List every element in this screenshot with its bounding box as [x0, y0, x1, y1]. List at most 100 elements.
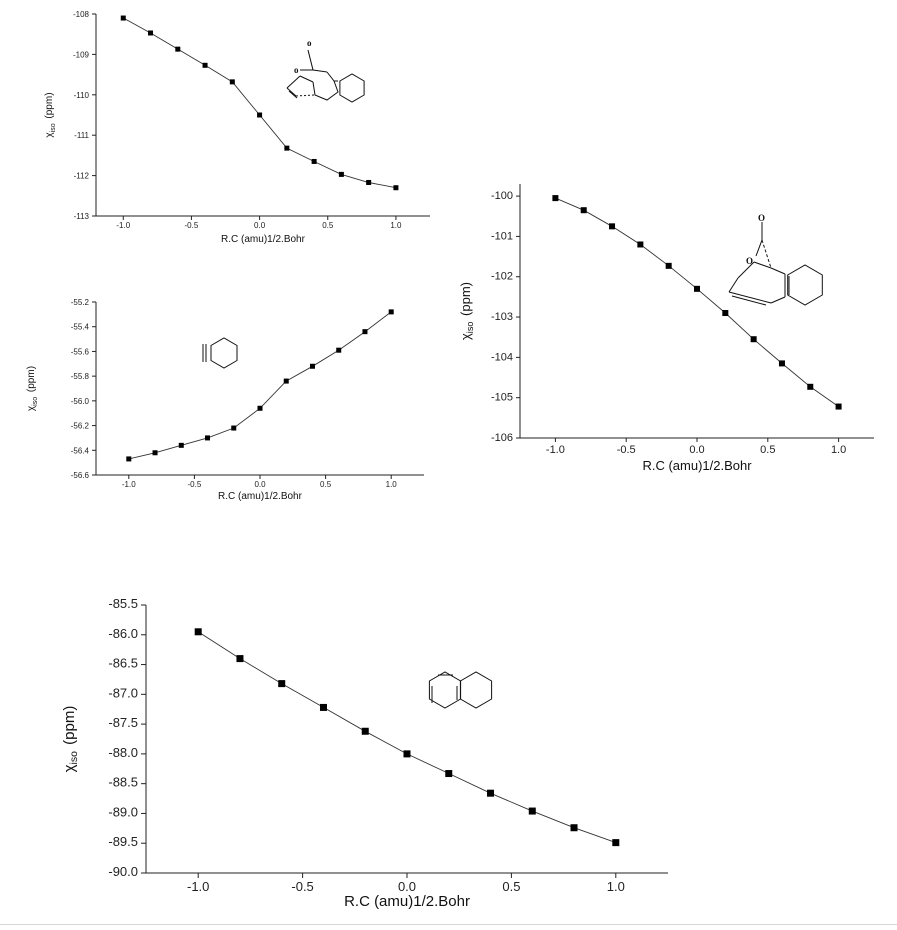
series-line	[123, 17, 396, 189]
y-axis-symbol: χ	[44, 132, 55, 138]
y-tick-label: -111	[74, 131, 89, 140]
y-tick-label: -104	[491, 351, 513, 363]
molecule-lactone-product: OO	[728, 213, 823, 306]
y-tick-label: -56.6	[71, 471, 90, 480]
y-tick-label: -90.0	[108, 864, 138, 879]
data-point	[175, 46, 181, 52]
data-point	[637, 241, 644, 248]
y-tick-label: -55.6	[71, 347, 90, 356]
x-tick-label: -1.0	[546, 444, 565, 456]
y-axis-title: χiso (ppm)	[44, 92, 57, 137]
y-axis-subscript: iso	[465, 322, 475, 334]
data-point	[835, 403, 842, 410]
x-tick-label: -1.0	[122, 480, 136, 489]
data-point	[778, 360, 785, 367]
y-axis-title: χiso (ppm)	[61, 706, 80, 773]
data-point	[309, 363, 315, 369]
y-tick-label: -103	[491, 311, 513, 323]
x-axis-title: R.C (amu)1/2.Bohr	[221, 234, 306, 245]
y-tick-label: -109	[73, 50, 90, 59]
data-point	[609, 223, 616, 230]
series-line	[555, 197, 839, 407]
data-point	[570, 824, 578, 832]
data-point	[366, 179, 372, 185]
y-tick-label: -87.5	[108, 715, 138, 730]
x-tick-label: 0.0	[254, 221, 266, 230]
y-tick-label: -56.0	[71, 397, 90, 406]
x-tick-label: 0.5	[502, 879, 520, 894]
chart-2: -1.0 -0.5 0.0 0.5 1.0 -56.6 -56.4 -56.2 -56.0 -55…	[26, 298, 424, 502]
x-tick-label: 0.5	[320, 480, 332, 489]
data-point	[580, 207, 587, 214]
data-point	[388, 309, 394, 315]
y-tick-label: -112	[74, 172, 90, 181]
y-tick-label: -102	[491, 271, 513, 283]
series-line	[128, 311, 392, 460]
data-point	[487, 789, 495, 797]
data-point	[665, 262, 672, 269]
x-tick-label: -0.5	[185, 221, 199, 230]
data-point	[528, 807, 536, 815]
data-point	[283, 378, 289, 384]
chart-4: -1.0 -0.5 0.0 0.5 1.0 -90.0 -89.5 -89.0 -88.5 -88…	[61, 596, 668, 910]
data-point	[231, 425, 237, 431]
x-tick-label: -1.0	[187, 879, 209, 894]
chart-3: -1.0 -0.5 0.0 0.5 1.0 -106 -105 -104 -103 -102 -10…	[458, 184, 874, 473]
atom-label-o-ring: o	[294, 65, 299, 75]
data-point	[393, 185, 399, 191]
x-tick-label: 0.0	[254, 480, 266, 489]
data-point	[194, 628, 202, 636]
y-tick-label: -110	[74, 91, 90, 100]
y-tick-label: -87.0	[108, 685, 138, 700]
x-tick-label: 1.0	[607, 879, 625, 894]
series-line	[197, 631, 616, 844]
x-tick-label: -0.5	[188, 480, 202, 489]
data-point	[257, 112, 263, 118]
data-point	[552, 195, 559, 202]
data-point	[445, 770, 453, 778]
data-point	[178, 442, 184, 448]
y-tick-label: -55.4	[71, 323, 90, 332]
y-tick-label: -88.5	[108, 775, 138, 790]
y-axis-unit: (ppm)	[26, 366, 37, 395]
x-tick-label: -1.0	[116, 221, 130, 230]
y-tick-label: -86.5	[108, 656, 138, 671]
atom-label-o-carbonyl: o	[307, 38, 312, 48]
y-axis-symbol: χ	[458, 333, 473, 340]
y-axis-symbol: χ	[26, 405, 37, 411]
y-tick-label: -56.4	[71, 446, 90, 455]
chart-1: -1.0 -0.5 0.0 0.5 1.0 -113 -112 -111 -110 -109 -10…	[44, 10, 430, 245]
data-point	[284, 145, 290, 151]
y-tick-label: -88.0	[108, 745, 138, 760]
y-tick-label: -89.5	[108, 834, 138, 849]
x-tick-label: 0.5	[322, 221, 334, 230]
data-point	[257, 405, 263, 411]
y-tick-label: -100	[491, 190, 513, 202]
y-axis-title: χiso (ppm)	[26, 366, 39, 411]
data-point	[750, 336, 757, 343]
data-point	[205, 435, 211, 441]
x-tick-label: 1.0	[390, 221, 402, 230]
y-axis-unit: (ppm)	[61, 706, 78, 749]
data-point	[362, 329, 368, 335]
x-tick-label: -0.5	[291, 879, 313, 894]
data-point	[148, 30, 154, 36]
y-tick-label: -105	[491, 392, 513, 404]
y-tick-label: -113	[74, 212, 90, 221]
data-point	[722, 310, 729, 317]
y-tick-label: -89.0	[108, 804, 138, 819]
y-axis-subscript: iso	[50, 123, 57, 132]
data-point	[361, 727, 369, 735]
atom-label-O-carbonyl: O	[758, 213, 765, 223]
x-tick-label: 0.0	[398, 879, 416, 894]
y-tick-label: -101	[491, 230, 513, 242]
x-axis-title: R.C (amu)1/2.Bohr	[218, 491, 303, 502]
data-point	[152, 450, 158, 456]
y-tick-label: -85.5	[108, 596, 138, 611]
data-point	[278, 680, 286, 688]
data-point	[126, 456, 132, 462]
x-axis-title: R.C (amu)1/2.Bohr	[344, 893, 470, 910]
data-point	[336, 347, 342, 353]
data-point	[120, 15, 126, 21]
